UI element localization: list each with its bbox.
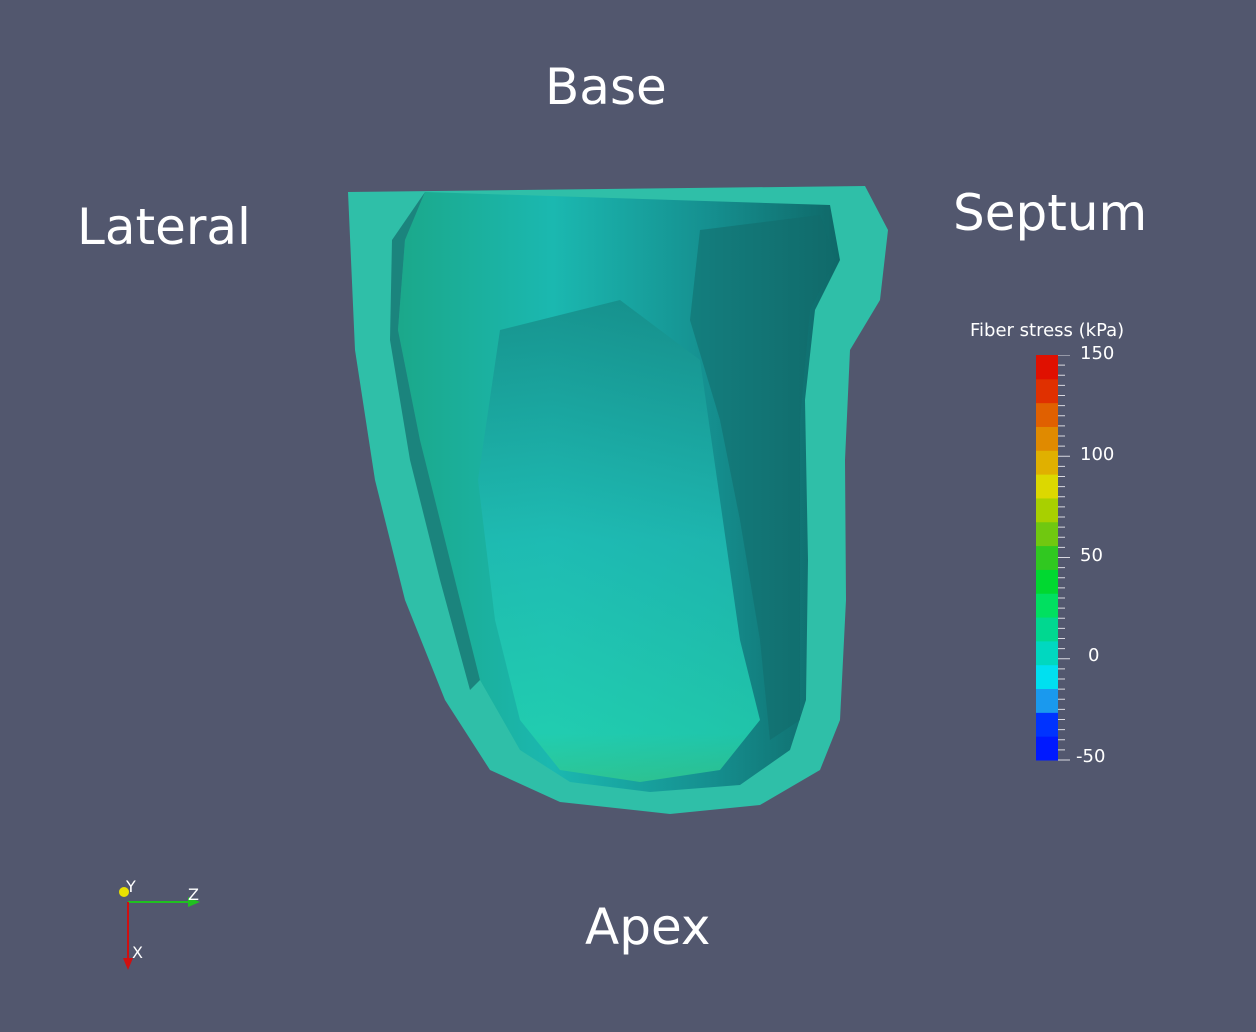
colorbar-band [1036,402,1058,427]
colorbar-band [1036,545,1058,570]
colorbar-tick-50: 50 [1080,545,1103,566]
label-base: Base [545,58,667,116]
colorbar-band [1036,736,1058,761]
z-axis-arrow-icon [188,897,200,907]
colorbar-band [1036,617,1058,642]
label-lateral: Lateral [77,198,251,256]
colorbar-band [1036,712,1058,737]
colorbar-band [1036,593,1058,618]
colorbar-tick-0: 0 [1088,645,1100,666]
colorbar-band [1036,450,1058,475]
colorbar-band [1036,426,1058,451]
cavity-highlight [478,300,760,782]
label-septum: Septum [953,184,1148,242]
colorbar [1036,355,1070,761]
label-apex: Apex [585,898,711,956]
colorbar-band [1036,688,1058,713]
colorbar-band [1036,640,1058,666]
colorbar-title: Fiber stress (kPa) [970,320,1125,341]
axis-label-z: Z [188,885,199,904]
septal-shadow [690,215,835,740]
axis-label-y: Y [125,877,136,896]
colorbar-band [1036,497,1058,523]
x-axis-arrow-icon [123,958,133,970]
lateral-inner-edge [390,192,480,690]
colorbar-tick-100: 100 [1080,444,1115,465]
colorbar-band [1036,355,1058,380]
axis-label-x: X [132,943,143,962]
colorbar-band [1036,664,1058,690]
orientation-axes-widget: Y Z X [119,877,200,970]
colorbar-tick-neg50: -50 [1076,746,1106,767]
colorbar-band [1036,378,1058,404]
y-axis-dot-icon [119,887,129,897]
colorbar-band [1036,474,1058,499]
colorbar-tick-150: 150 [1080,343,1115,364]
colorbar-band [1036,569,1058,594]
colorbar-band [1036,521,1058,547]
